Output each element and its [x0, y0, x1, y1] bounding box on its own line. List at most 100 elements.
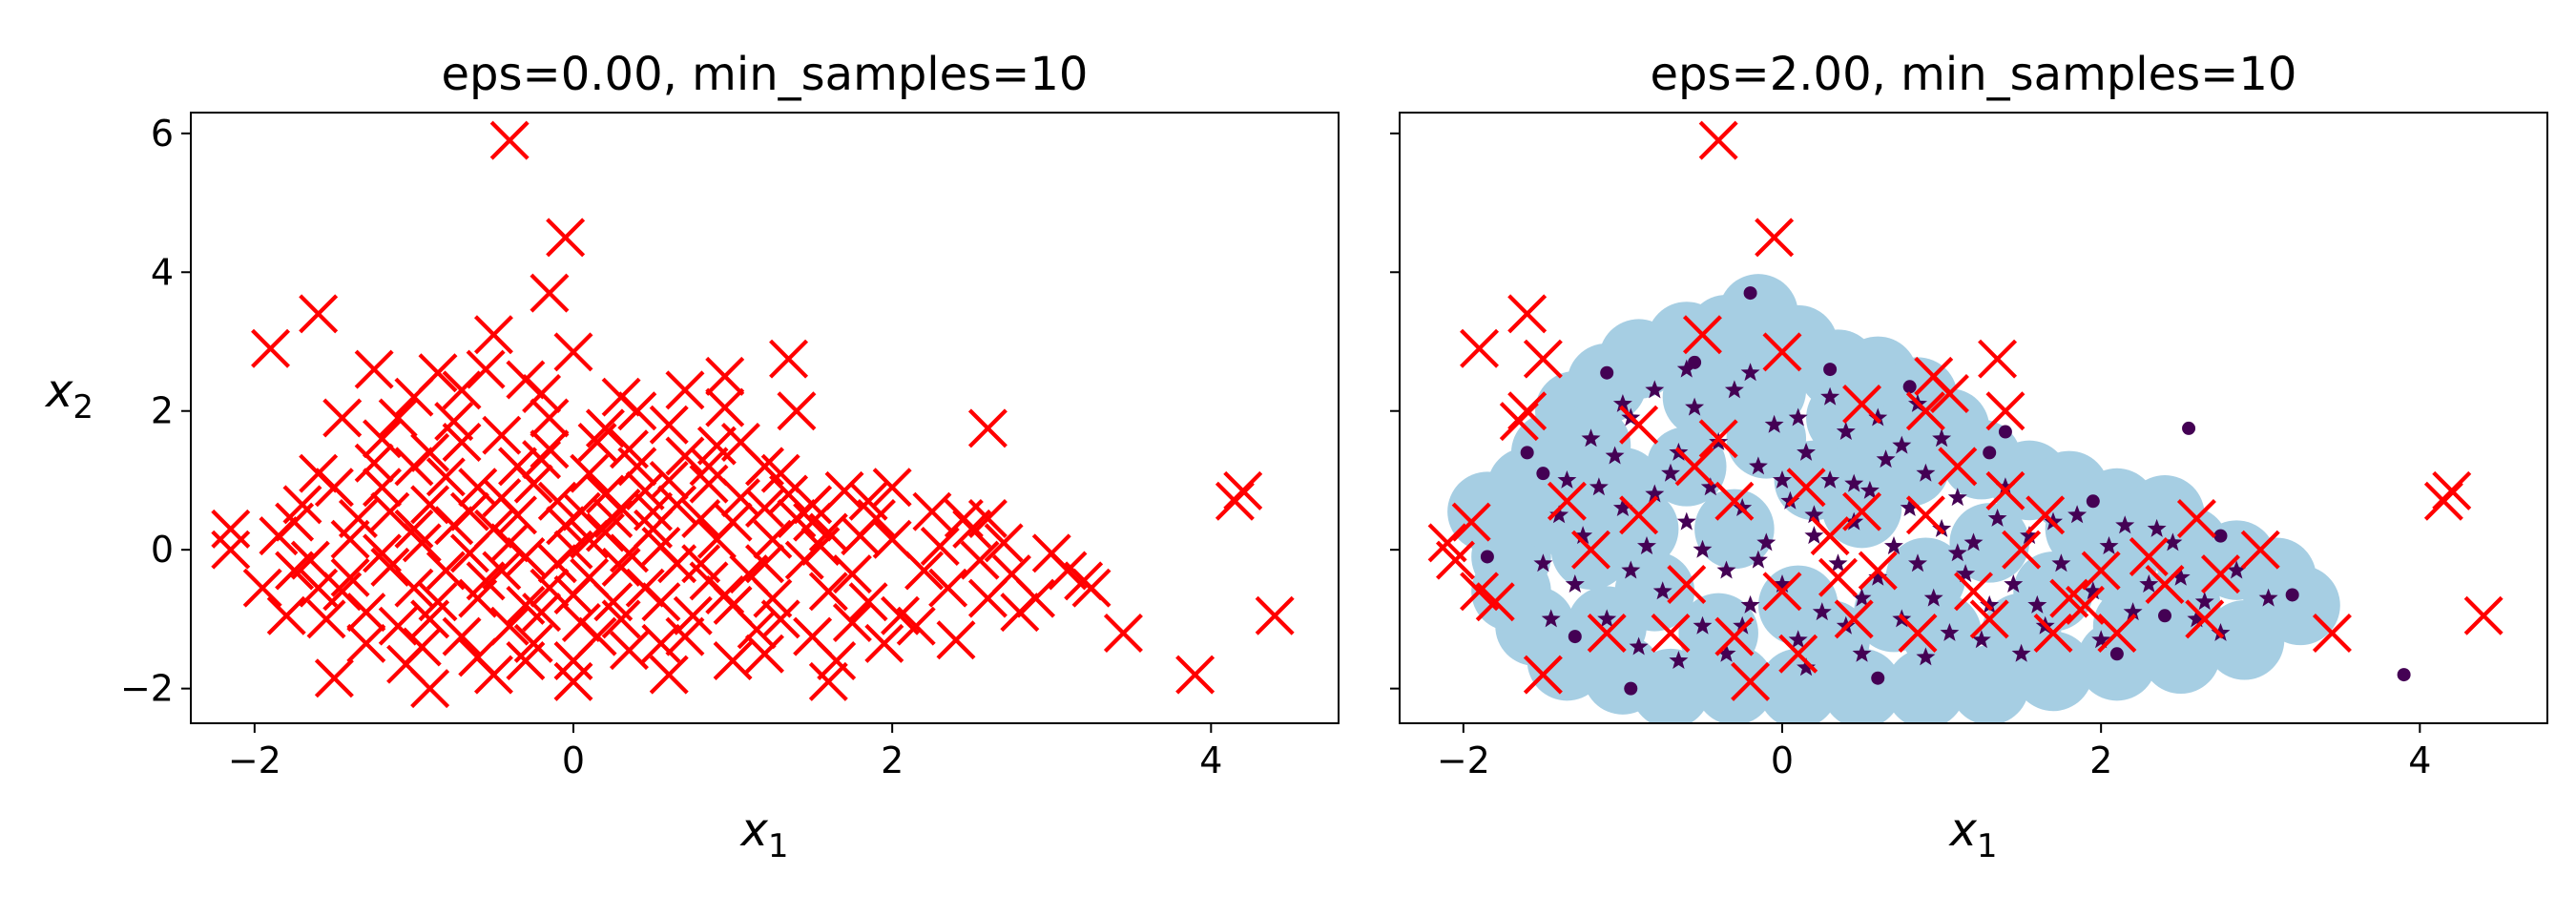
- anomaly-x-marker: [673, 595, 713, 635]
- anomaly-x-marker: [832, 603, 872, 643]
- core-star-marker: [2051, 553, 2071, 572]
- x-tick-label: −2: [228, 739, 281, 781]
- anomaly-x-marker: [1762, 572, 1802, 612]
- anomaly-x-marker: [1858, 551, 1898, 591]
- core-star-marker: [1685, 397, 1705, 416]
- anomaly-x-marker: [338, 498, 378, 538]
- core-star-marker: [1932, 518, 1952, 537]
- anomaly-x-marker: [2463, 595, 2503, 635]
- anomaly-x-marker: [442, 370, 482, 410]
- core-star-marker: [1884, 536, 1903, 554]
- core-star-marker: [1724, 380, 1744, 399]
- anomaly-x-marker: [299, 568, 339, 608]
- anomaly-x-marker: [211, 509, 251, 549]
- anomaly-x-marker: [458, 468, 498, 508]
- anomaly-x-marker: [984, 523, 1024, 563]
- core-region-circle: [1678, 593, 1758, 674]
- anomaly-x-marker: [458, 578, 498, 618]
- anomaly-x-marker: [960, 540, 1000, 580]
- core-star-marker: [1605, 446, 1625, 465]
- anomaly-x-marker: [1954, 572, 1993, 612]
- anomaly-x-marker: [275, 551, 315, 591]
- anomaly-x-marker: [522, 593, 562, 633]
- anomaly-x-marker: [1103, 613, 1143, 653]
- anomaly-x-marker: [1667, 565, 1707, 605]
- core-star-marker: [1533, 553, 1553, 572]
- anomaly-x-marker: [1714, 616, 1755, 656]
- anomaly-x-marker: [1842, 384, 1882, 424]
- y-tick-label: 0: [151, 529, 174, 571]
- anomaly-x-marker: [282, 485, 322, 525]
- left-subplot: −2 0 2 4 −2 0 2 4 6 eps=0.00, min_samples=10 x1 x2: [44, 48, 1340, 865]
- core-star-marker: [1820, 470, 1840, 489]
- anomaly-x-marker: [1651, 613, 1691, 653]
- core-star-marker: [2163, 532, 2183, 552]
- core-star-marker: [2187, 609, 2207, 628]
- core-region-circle: [1981, 593, 2062, 674]
- anomaly-x-marker: [259, 516, 299, 556]
- anomaly-x-marker: [506, 536, 546, 576]
- non-core-dot-marker: [1743, 286, 1757, 301]
- core-star-marker: [2147, 518, 2167, 537]
- anomaly-x-marker: [896, 606, 936, 646]
- non-core-dot-marker: [1902, 380, 1917, 394]
- core-star-marker: [1676, 511, 1696, 531]
- anomaly-x-marker: [641, 582, 681, 622]
- core-region-circle: [1854, 572, 1934, 653]
- anomaly-x-marker: [458, 637, 498, 677]
- anomaly-x-marker: [808, 572, 848, 612]
- anomaly-x-marker: [506, 641, 546, 681]
- anomaly-x-marker: [649, 655, 689, 695]
- core-star-marker: [2211, 623, 2231, 641]
- core-star-marker: [1565, 574, 1585, 593]
- core-star-marker: [2011, 643, 2031, 662]
- anomaly-x-marker: [394, 447, 434, 487]
- core-star-marker: [1844, 473, 1864, 492]
- core-star-marker: [1836, 422, 1856, 440]
- core-star-marker: [1676, 359, 1696, 378]
- anomaly-x-marker: [1938, 447, 1978, 487]
- anomaly-x-marker: [625, 470, 665, 510]
- core-star-marker: [1812, 602, 1832, 621]
- core-star-marker: [1908, 553, 1927, 572]
- anomaly-x-marker: [322, 398, 363, 438]
- non-core-dot-marker: [1871, 671, 1885, 685]
- anomaly-x-marker: [466, 349, 506, 389]
- anomaly-x-marker: [769, 474, 809, 514]
- anomaly-x-marker: [753, 519, 793, 559]
- anomaly-x-marker: [1842, 491, 1882, 531]
- core-star-marker: [1693, 539, 1713, 558]
- anomaly-x-marker: [1547, 481, 1587, 521]
- anomaly-x-marker: [2240, 530, 2280, 570]
- anomaly-x-marker: [402, 627, 442, 667]
- anomaly-x-marker: [306, 599, 346, 639]
- anomaly-x-marker: [442, 422, 482, 462]
- core-star-marker: [1876, 449, 1896, 468]
- subplot-title: eps=2.00, min_samples=10: [1651, 48, 2297, 101]
- anomaly-x-marker: [363, 419, 402, 459]
- anomaly-x-marker: [1682, 315, 1722, 355]
- anomaly-x-marker: [967, 498, 1008, 538]
- core-star-marker: [1940, 623, 1960, 641]
- core-star-marker: [1740, 363, 1760, 382]
- core-star-marker: [1581, 428, 1601, 448]
- anomaly-x-marker: [689, 464, 729, 504]
- anomaly-x-marker: [1619, 495, 1659, 535]
- core-star-marker: [1932, 428, 1952, 448]
- anomaly-x-marker: [354, 443, 394, 483]
- core-star-marker: [1797, 442, 1816, 461]
- anomaly-x-marker: [1571, 530, 1610, 570]
- anomaly-x-marker: [713, 641, 753, 681]
- anomaly-x-marker: [394, 509, 434, 549]
- core-star-marker: [1597, 609, 1617, 628]
- anomaly-x-marker: [2065, 585, 2105, 625]
- core-star-marker: [2027, 594, 2047, 614]
- anomaly-x-marker: [769, 339, 809, 379]
- non-core-dot-marker: [2182, 421, 2196, 435]
- core-region-circle: [2204, 599, 2285, 680]
- core-star-marker: [1773, 574, 1792, 593]
- non-core-dot-marker: [2086, 494, 2100, 509]
- anomaly-x-marker: [426, 551, 466, 591]
- non-core-dot-marker: [1520, 446, 1534, 460]
- anomaly-x-marker: [2081, 551, 2121, 591]
